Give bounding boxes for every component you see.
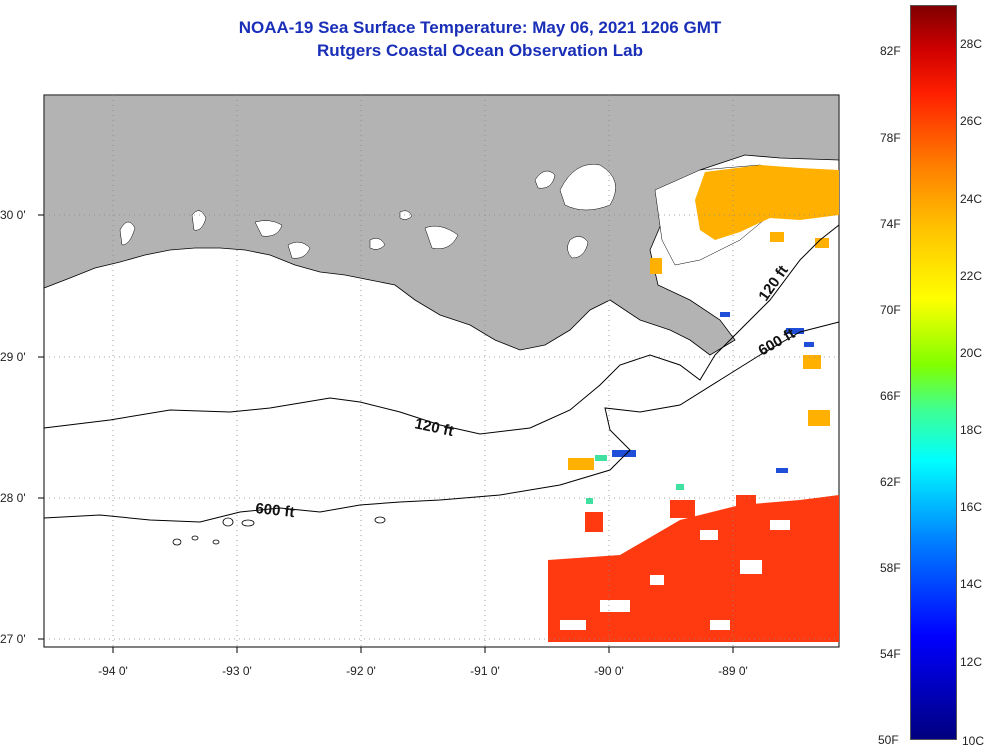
- colorbar-c-18: 18C: [960, 423, 983, 437]
- lon-label-91: -91 0': [470, 664, 500, 678]
- colorbar-f-74: 74F: [880, 217, 901, 231]
- colorbar-c-28: 28C: [960, 37, 983, 51]
- lat-label-29: 29 0': [0, 350, 26, 364]
- lon-label-93: -93 0': [222, 664, 252, 678]
- frame-ticks: [38, 214, 734, 653]
- lon-label-92: -92 0': [346, 664, 376, 678]
- colorbar-f-54: 54F: [880, 647, 901, 661]
- lat-label-28: 28 0': [0, 491, 26, 505]
- lon-label-90: -90 0': [594, 664, 624, 678]
- colorbar-f-62: 62F: [880, 475, 901, 489]
- small-contours: [172, 516, 386, 546]
- lat-label-27: 27 0': [0, 632, 26, 646]
- colorbar-c-24: 24C: [960, 192, 983, 206]
- lon-label-89: -89 0': [718, 664, 748, 678]
- colorbar-c-12: 12C: [960, 655, 983, 669]
- sst-patches-green: [586, 455, 684, 504]
- lon-label-94: -94 0': [98, 664, 128, 678]
- colorbar-f-70: 70F: [880, 303, 901, 317]
- sst-patches-mid: [568, 165, 839, 470]
- colorbar-f-66: 66F: [880, 389, 901, 403]
- colorbar-c-22: 22C: [960, 269, 983, 283]
- contour-120ft: [43, 224, 840, 435]
- temperature-colorbar: [910, 5, 957, 740]
- sst-patches-warm: [548, 495, 839, 642]
- graticule: [44, 95, 839, 647]
- lat-label-30: 30 0': [0, 208, 26, 222]
- map-title: NOAA-19 Sea Surface Temperature: May 06,…: [238, 18, 722, 37]
- colorbar-c-14: 14C: [960, 577, 983, 591]
- colorbar-f-50: 50F: [878, 733, 899, 747]
- sst-patches-cool: [612, 312, 814, 473]
- colorbar-c-16: 16C: [960, 500, 983, 514]
- colorbar-c-20: 20C: [960, 346, 983, 360]
- colorbar-f-58: 58F: [880, 561, 901, 575]
- colorbar-f-78: 78F: [880, 131, 901, 145]
- contour-label-600ft: 600 ft: [255, 500, 296, 521]
- sst-gaps: [560, 520, 790, 630]
- contour-600ft: [43, 321, 840, 523]
- colorbar-c-10: 10C: [962, 734, 985, 748]
- colorbar-f-82: 82F: [880, 44, 901, 58]
- map-subtitle: Rutgers Coastal Ocean Observation Lab: [317, 41, 643, 60]
- colorbar-c-26: 26C: [960, 114, 983, 128]
